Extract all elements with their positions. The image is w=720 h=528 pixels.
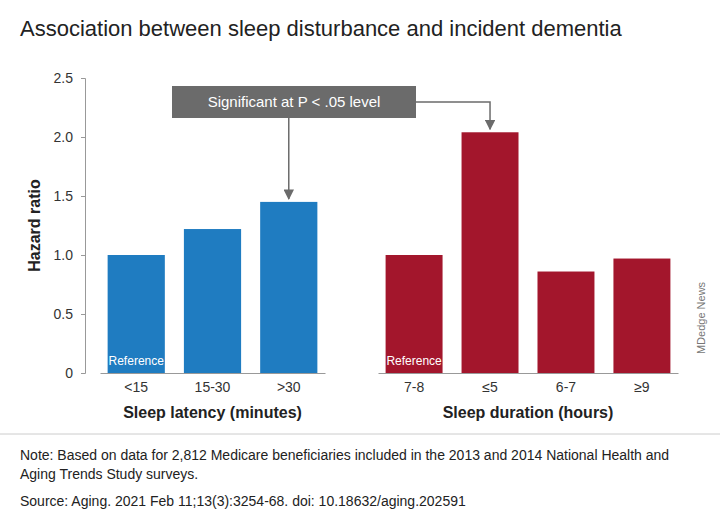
x-tick-label: 6-7 <box>556 379 576 395</box>
x-tick: ≥9 <box>634 373 650 395</box>
callout: Significant at P < .05 level <box>172 86 490 199</box>
x-tick: >30 <box>277 373 301 395</box>
title: Association between sleep disturbance an… <box>20 16 622 41</box>
x-axis-line <box>379 373 679 374</box>
x-tick-label: ≤5 <box>482 379 498 395</box>
y-tick: 1.0 <box>54 247 85 263</box>
bar <box>108 255 165 373</box>
y-tick-mark <box>81 137 85 138</box>
bar-annotation: Reference <box>386 354 442 368</box>
x-tick: ≤5 <box>482 373 498 395</box>
source: Source: Aging. 2021 Feb 11;13(3):3254-68… <box>20 493 466 509</box>
y-tick-label: 2.5 <box>54 70 74 86</box>
bar <box>613 259 670 373</box>
x-axis-title: Sleep duration (hours) <box>443 404 614 421</box>
bar <box>537 272 594 373</box>
x-tick: 15-30 <box>195 373 231 395</box>
y-tick-label: 0.5 <box>54 306 74 322</box>
x-axis-line <box>101 373 326 374</box>
bar <box>184 229 241 373</box>
y-tick-label: 1.5 <box>54 188 74 204</box>
labels: Reference Reference <box>109 354 443 368</box>
callout-arrow <box>288 118 290 199</box>
chart: Association between sleep disturbance an… <box>0 0 720 528</box>
x-axis: 7-8 ≤5 6-7 ≥9 <box>379 373 679 395</box>
x-tick-label: 15-30 <box>195 379 231 395</box>
x-tick-label: ≥9 <box>634 379 650 395</box>
y-tick-mark <box>81 78 85 79</box>
x-tick: 7-8 <box>404 373 424 395</box>
bar <box>462 132 519 373</box>
bar-annotation: Reference <box>109 354 165 368</box>
credit: MDedge News <box>695 281 707 354</box>
callout-arrow <box>416 102 490 129</box>
y-tick: 2.0 <box>54 129 85 145</box>
x-tick-label: >30 <box>277 379 301 395</box>
y-tick: 2.5 <box>54 70 85 86</box>
callout-text: Significant at P < .05 level <box>208 93 381 110</box>
y-axis-line <box>81 79 86 374</box>
y-tick-mark <box>81 314 85 315</box>
note: Note: Based on data for 2,812 Medicare b… <box>20 447 669 482</box>
x-tick-label: 7-8 <box>404 379 424 395</box>
x-tick: <15 <box>124 373 148 395</box>
x-tick: 6-7 <box>556 373 576 395</box>
separator <box>0 434 720 435</box>
y-axis: 0 0.5 1.0 1.5 2.0 2.5 <box>54 70 86 381</box>
x-axis-title: Sleep latency (minutes) <box>123 404 302 421</box>
bar <box>260 202 317 373</box>
y-tick: 1.5 <box>54 188 85 204</box>
y-tick-mark <box>81 373 85 374</box>
y-tick-label: 1.0 <box>54 247 74 263</box>
bar <box>386 255 443 373</box>
x-axis: <15 15-30 >30 <box>101 373 326 395</box>
y-tick-label: 2.0 <box>54 129 74 145</box>
y-tick-mark <box>81 196 85 197</box>
bars <box>108 132 671 373</box>
x-tick-label: <15 <box>124 379 148 395</box>
callout-box <box>172 86 416 118</box>
y-tick: 0.5 <box>54 306 85 322</box>
y-tick-mark <box>81 255 85 256</box>
y-tick-label: 0 <box>65 365 73 381</box>
y-axis-title: Hazard ratio <box>26 179 43 272</box>
y-tick: 0 <box>65 365 85 381</box>
